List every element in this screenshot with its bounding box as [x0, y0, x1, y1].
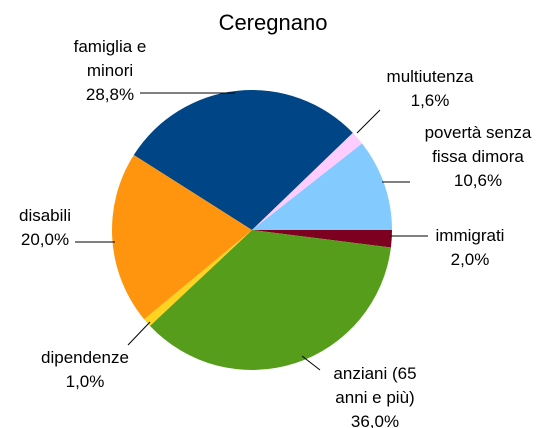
pie-slice	[149, 230, 391, 370]
slice-label: dipendenze 1,0%	[30, 346, 140, 394]
value-label: 10,6%	[453, 171, 503, 190]
pie-slice	[144, 230, 252, 326]
pie-slice	[112, 154, 253, 320]
value-label: 20,0%	[20, 230, 70, 249]
pie-slice	[133, 90, 353, 230]
pie-slice	[252, 230, 392, 248]
slice-label: anziani (65 anni e più) 36,0%	[321, 362, 429, 428]
value-label: 36,0%	[350, 412, 400, 428]
value-label: 28,8%	[85, 85, 135, 104]
leader-line	[301, 355, 321, 371]
pie-slice	[252, 132, 363, 230]
category-label: famiglia e minori	[73, 37, 147, 80]
chart-title: Ceregnano	[218, 10, 328, 35]
leader-line	[127, 321, 151, 346]
slice-label: multiutenza 1,6%	[365, 65, 495, 113]
value-label: 1,0%	[65, 372, 105, 391]
value-label: 2,0%	[450, 250, 490, 269]
category-label: dipendenze	[41, 348, 129, 367]
category-label: anziani (65 anni e più)	[333, 364, 417, 407]
category-label: immigrati	[435, 226, 505, 245]
category-label: povertà senza fissa dimora	[424, 123, 532, 166]
slice-label: immigrati 2,0%	[425, 224, 515, 272]
category-label: disabili	[19, 206, 71, 225]
category-label: multiutenza	[386, 67, 474, 86]
slice-label: famiglia e minori 28,8%	[60, 35, 160, 107]
slice-label: disabili 20,0%	[5, 204, 85, 252]
slice-label: povertà senza fissa dimora 10,6%	[416, 121, 541, 193]
leader-line	[356, 109, 381, 134]
pie-slice	[252, 143, 393, 230]
value-label: 1,6%	[410, 91, 450, 110]
